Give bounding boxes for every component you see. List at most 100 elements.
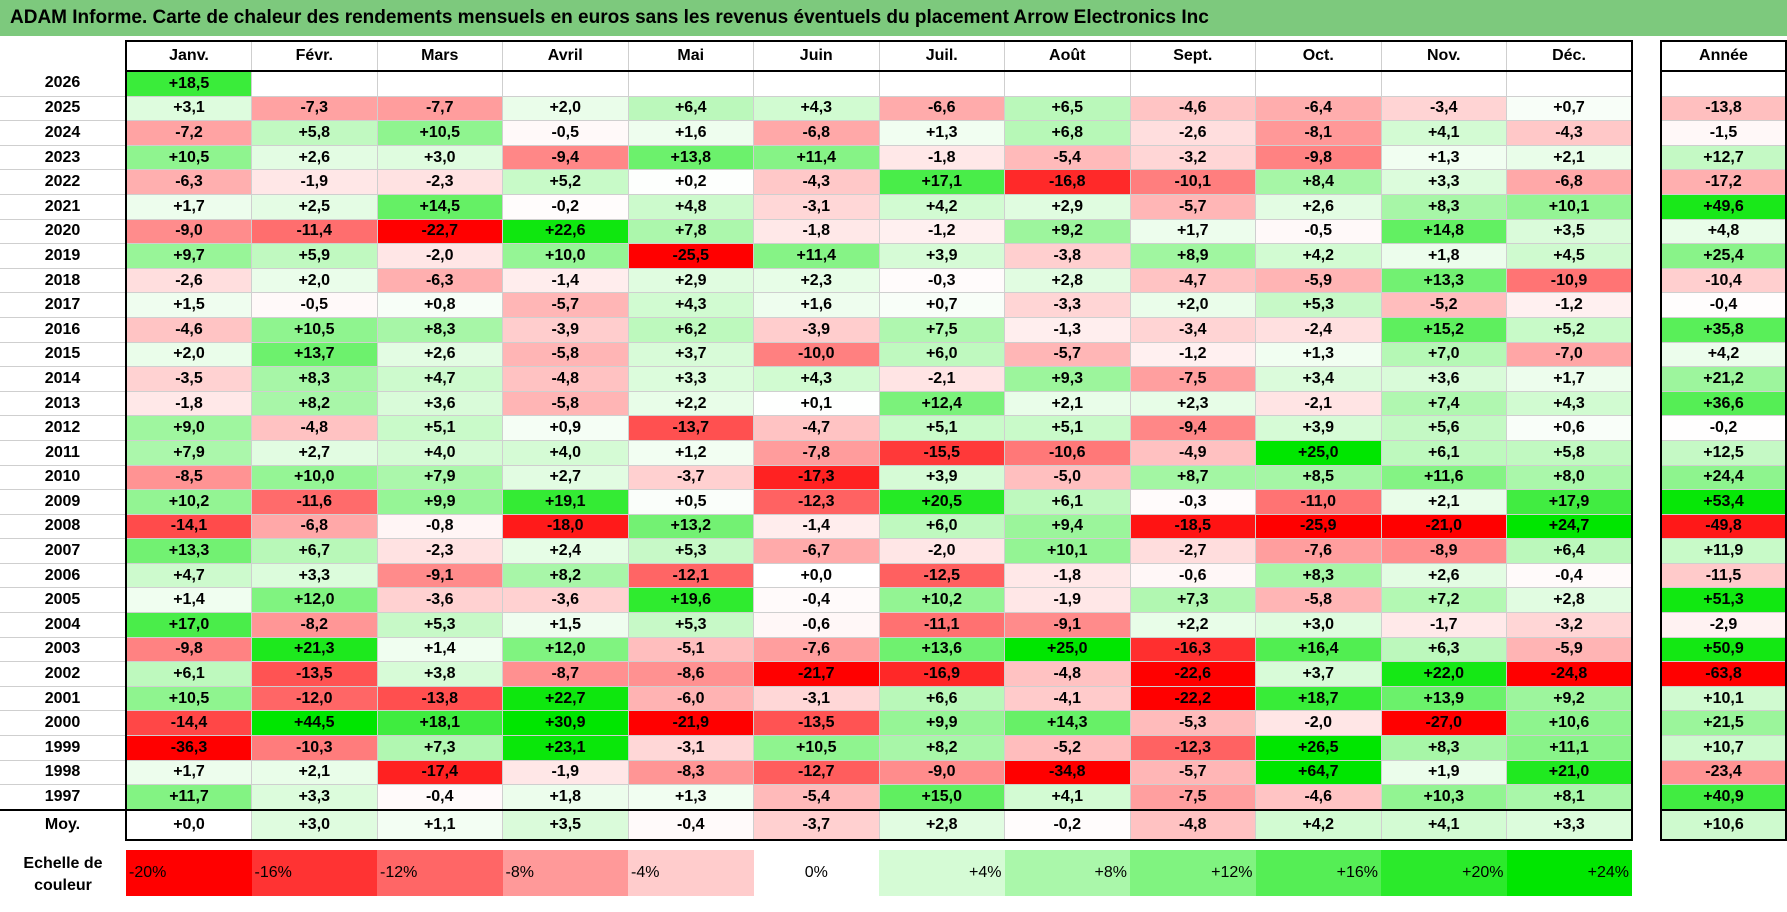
heatmap-cell: +10,0: [251, 464, 378, 491]
heatmap-cell: +2,2: [1129, 612, 1256, 638]
annual-cell: +11,9: [1660, 538, 1787, 564]
heatmap-cell: +8,1: [1506, 784, 1633, 811]
average-label: Moy.: [0, 808, 127, 840]
heatmap-cell: -3,4: [1380, 95, 1507, 122]
heatmap-cell: [376, 70, 503, 97]
heatmap-cell: -3,1: [753, 685, 880, 712]
heatmap-cell: +6,0: [878, 513, 1005, 540]
table-row: 2005 +1,4 +12,0 -3,6 -3,6 +19,6 -0,4 +10,2 -1,9 +…: [0, 587, 1633, 614]
heatmap-cell: +1,5: [502, 612, 629, 638]
heatmap-cell: -8,5: [125, 464, 252, 491]
heatmap-cell: +2,0: [502, 95, 629, 122]
heatmap-cell: +10,6: [1506, 710, 1633, 737]
annual-cell: +4,8: [1660, 218, 1787, 245]
year-label: 1998: [0, 760, 127, 786]
heatmap-cell: -1,2: [878, 218, 1005, 245]
color-scale-label: Echelle de couleur: [23, 855, 103, 894]
heatmap-cell: +6,5: [1004, 95, 1131, 122]
table-row: 2021 +1,7 +2,5 +14,5 -0,2 +4,8 -3,1 +4,2 +2,9 -5,…: [0, 193, 1633, 220]
heatmap-cell: +2,7: [251, 439, 378, 466]
heatmap-cell: -2,4: [1255, 316, 1382, 343]
year-label: 2003: [0, 637, 127, 663]
heatmap-cell: +1,3: [1255, 341, 1382, 368]
heatmap-cell: [1380, 70, 1507, 97]
heatmap-cell: -5,9: [1255, 267, 1382, 294]
color-scale-swatch: 0%: [753, 850, 879, 896]
month-header: Juin: [753, 40, 880, 72]
heatmap-cell: -12,3: [753, 489, 880, 515]
year-label: 2013: [0, 391, 127, 417]
heatmap-cell: -3,6: [376, 587, 503, 614]
heatmap-cell: [251, 70, 378, 97]
table-row: 2023 +10,5 +2,6 +3,0 -9,4 +13,8 +11,4 -1,8 -5,4-…: [0, 144, 1633, 171]
heatmap-cell: +0,2: [627, 169, 754, 195]
heatmap-cell: +8,9: [1129, 243, 1256, 269]
heatmap-cell: +2,8: [1004, 267, 1131, 294]
heatmap-cell: +17,1: [878, 169, 1005, 195]
heatmap-cell: -0,4: [1506, 562, 1633, 589]
heatmap-cell: +3,7: [1255, 661, 1382, 687]
heatmap-cell: -5,1: [627, 636, 754, 663]
heatmap-cell: +2,1: [1004, 390, 1131, 417]
heatmap-cell: +7,3: [376, 735, 503, 761]
heatmap-cell: +3,7: [627, 341, 754, 368]
heatmap-cell: -4,6: [1255, 784, 1382, 811]
heatmap-cell: -4,3: [1506, 120, 1633, 146]
heatmap-cell: -0,2: [502, 193, 629, 220]
year-label: 1997: [0, 784, 127, 811]
table-row: 2012 +9,0 -4,8 +5,1 +0,9 -13,7 -4,7 +5,1 +5,1 -9,…: [0, 415, 1633, 441]
heatmap-cell: -2,3: [376, 538, 503, 564]
heatmap-cell: -5,8: [502, 341, 629, 368]
heatmap-cell: +10,1: [1506, 193, 1633, 220]
month-header: Sept.: [1129, 40, 1256, 72]
heatmap-cell: +13,7: [251, 341, 378, 368]
heatmap-cell: -16,3: [1129, 636, 1256, 663]
year-label: 2023: [0, 145, 127, 171]
heatmap-cell: -12,5: [878, 562, 1005, 589]
heatmap-cell: -1,4: [753, 513, 880, 540]
heatmap-cell: -7,0: [1506, 341, 1633, 368]
heatmap-cell: -27,0: [1380, 710, 1507, 737]
heatmap-cell: +22,6: [502, 218, 629, 245]
heatmap-cell: +1,8: [1380, 243, 1507, 269]
table-row: 2015 +2,0 +13,7 +2,6 -5,8 +3,7 -10,0 +6,0 -5,7 -1…: [0, 341, 1633, 368]
heatmap-cell: -1,9: [1004, 587, 1131, 614]
heatmap-cell: -12,7: [753, 759, 880, 786]
heatmap-cell: +17,9: [1506, 489, 1633, 515]
year-label: 2018: [0, 268, 127, 294]
heatmap-cell: +7,9: [376, 464, 503, 491]
heatmap-cell: [627, 70, 754, 97]
heatmap-cell: +13,2: [627, 513, 754, 540]
heatmap-cell: +12,4: [878, 390, 1005, 417]
heatmap-cell: -14,4: [125, 710, 252, 737]
heatmap-cell: +7,9: [125, 439, 252, 466]
annual-cell: +25,4: [1660, 243, 1787, 269]
heatmap-cell: +14,8: [1380, 218, 1507, 245]
heatmap-cell: -4,8: [502, 366, 629, 392]
heatmap-cell: +4,1: [1380, 120, 1507, 146]
heatmap-cell: -11,4: [251, 218, 378, 245]
heatmap-cell: +0,6: [1506, 415, 1633, 441]
annual-header: Année: [1660, 40, 1787, 72]
heatmap-cell: -10,0: [753, 341, 880, 368]
heatmap-cell: -5,7: [1004, 341, 1131, 368]
heatmap-cell: -2,0: [376, 243, 503, 269]
heatmap-cell: +64,7: [1255, 759, 1382, 786]
heatmap-cell: -0,4: [376, 784, 503, 811]
heatmap-cell: -9,8: [125, 636, 252, 663]
heatmap-cell: +9,4: [1004, 513, 1131, 540]
heatmap-cell: -5,7: [502, 292, 629, 318]
heatmap-cell: +5,1: [1004, 415, 1131, 441]
heatmap-cell: +5,3: [627, 612, 754, 638]
month-header: Déc.: [1506, 40, 1633, 72]
heatmap-cell: +1,8: [502, 784, 629, 811]
heatmap-cell: +11,4: [753, 243, 880, 269]
year-label: 2004: [0, 612, 127, 638]
annual-cell: +21,2: [1660, 366, 1787, 392]
average-cell: +3,0: [251, 808, 378, 841]
heatmap-cell: +1,3: [627, 784, 754, 811]
heatmap-cell: -5,7: [1129, 193, 1256, 220]
heatmap-cell: -3,6: [502, 587, 629, 614]
heatmap-cell: +3,0: [1255, 612, 1382, 638]
heatmap-cell: -11,6: [251, 489, 378, 515]
